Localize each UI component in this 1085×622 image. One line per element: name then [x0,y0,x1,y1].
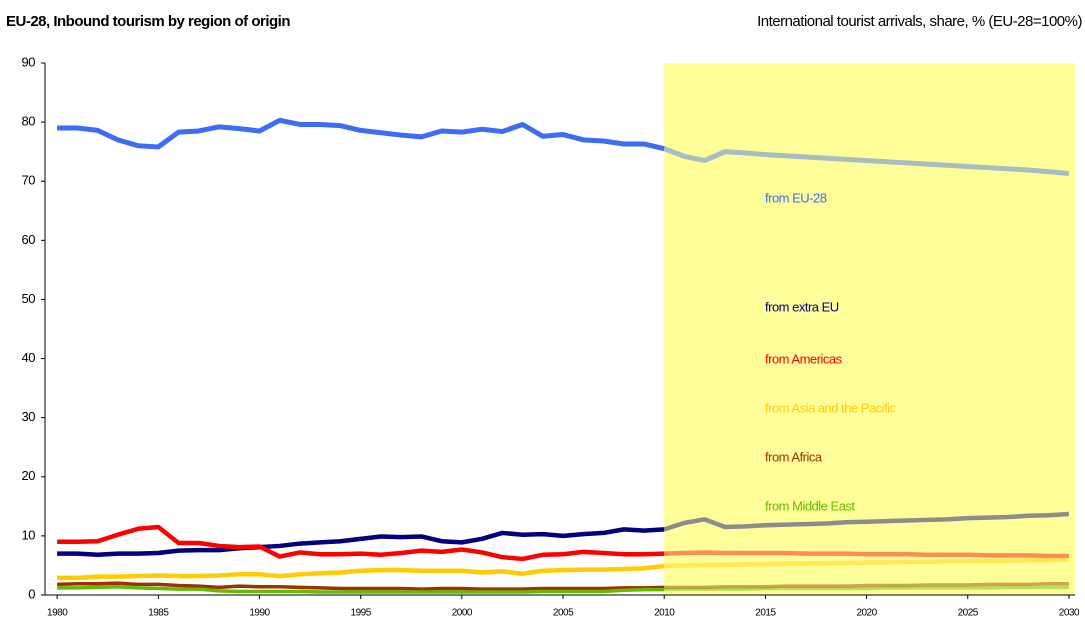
series-line [57,524,665,562]
chart-subtitle: International tourist arrivals, share, %… [757,13,1082,30]
x-tick-label: 1985 [148,608,169,619]
y-tick-label: 80 [22,114,36,129]
y-tick-label: 60 [22,232,36,247]
series-line-forecast [664,557,1069,569]
y-tick-label: 0 [28,586,35,601]
x-tick-label: 2005 [553,608,574,619]
x-tick-label: 1990 [249,608,270,619]
y-tick-label: 30 [22,409,36,424]
y-tick-label: 90 [22,54,36,69]
legend-label: from Americas [765,351,843,366]
legend-label: from EU-28 [765,190,827,205]
series-line-forecast [663,146,1070,177]
y-tick-label: 20 [22,468,36,483]
x-tick-label: 2015 [755,608,776,619]
legend-label: from Middle East [765,498,855,513]
x-tick-label: 2020 [856,608,877,619]
legend-label: from Africa [765,449,823,464]
forecast-region [664,63,1075,595]
series-line-forecast [664,550,1069,559]
series-line [57,117,665,152]
series-line [57,527,665,558]
series-line [57,563,665,581]
x-tick-label: 2030 [1059,608,1080,619]
y-tick-label: 10 [22,527,36,542]
series-line-forecast [664,582,1069,590]
x-tick-label: 1980 [47,608,68,619]
x-tick-label: 2010 [654,608,675,619]
x-tick-label: 2000 [452,608,473,619]
x-tick-label: 1995 [351,608,372,619]
chart-title: EU-28, Inbound tourism by region of orig… [6,13,290,30]
legend-label: from Asia and the Pacific [765,400,897,415]
y-tick-label: 50 [22,291,36,306]
series-line-forecast [663,511,1070,532]
series-line [57,581,665,591]
y-tick-label: 40 [22,350,36,365]
x-tick-label: 2025 [958,608,979,619]
series-line [57,584,665,594]
y-tick-label: 70 [22,173,36,188]
series-line-forecast [664,585,1069,592]
legend-label: from extra EU [765,299,839,314]
